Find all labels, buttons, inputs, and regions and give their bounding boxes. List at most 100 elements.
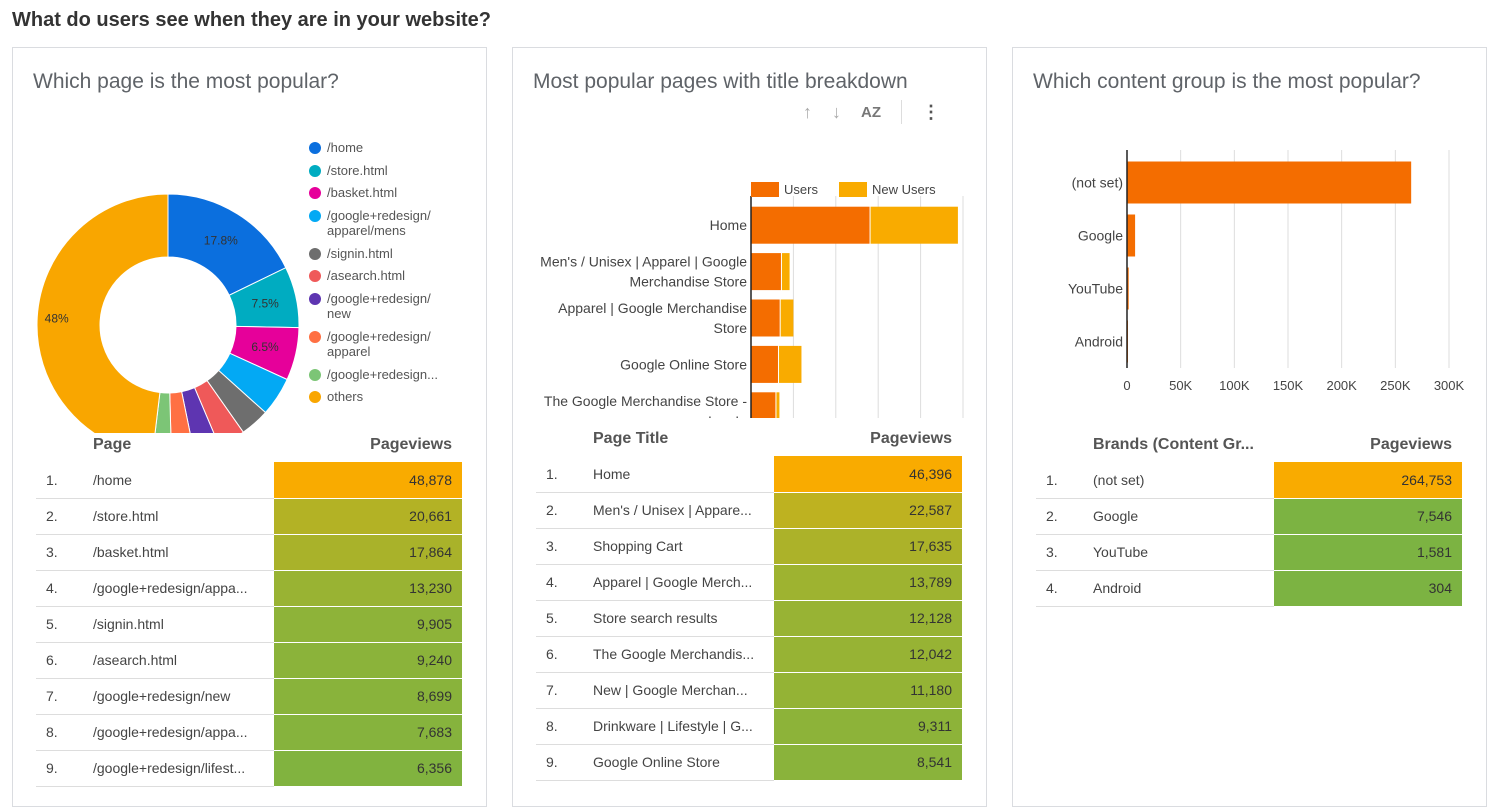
pageviews-table: Page Title Pageviews 1. Home 46,396 2. Men's /… (536, 422, 962, 781)
legend-label: others (327, 389, 364, 405)
row-label: (not set) (1093, 462, 1274, 499)
donut-chart: 17.8% 7.5% 6.5% 48% (36, 193, 300, 433)
table-row[interactable]: 4. Apparel | Google Merch... 13,789 (536, 564, 962, 601)
row-value: 48,878 (274, 462, 462, 499)
bar (1127, 214, 1136, 257)
table-row[interactable]: 1. Home 46,396 (536, 456, 962, 493)
table-row[interactable]: 5./signin.html 9,905 (36, 606, 462, 643)
table-header: Page Title Pageviews (536, 422, 962, 456)
legend-label: /google+redesign/new (327, 291, 431, 322)
column-header[interactable]: Pageviews (370, 436, 452, 453)
sort-descending-icon[interactable]: ↓ (832, 101, 841, 122)
category-label: Men's / Unisex | Apparel | Google (540, 254, 747, 270)
legend-item[interactable]: /asearch.html (309, 268, 438, 283)
table-row[interactable]: 8./google+redesign/appa... 7,683 (36, 714, 462, 751)
row-index: 4. (36, 570, 93, 607)
table-row[interactable]: 6./asearch.html 9,240 (36, 642, 462, 679)
legend-item[interactable]: others (309, 389, 438, 404)
row-index: 7. (36, 678, 93, 715)
row-value: 13,230 (274, 570, 462, 607)
row-label: /store.html (93, 498, 274, 535)
sort-ascending-icon[interactable]: ↑ (803, 101, 812, 122)
legend-label: /signin.html (327, 245, 393, 261)
row-label: Men's / Unisex | Appare... (593, 492, 774, 529)
row-label: Google (1093, 498, 1274, 535)
legend-item[interactable]: /google+redesign... (309, 367, 438, 382)
row-index: 8. (36, 714, 93, 751)
legend-item[interactable]: /home (309, 140, 438, 155)
table-row[interactable]: 3. Shopping Cart 17,635 (536, 528, 962, 565)
row-index: 1. (536, 456, 593, 493)
column-header[interactable]: Brands (Content Gr... (1093, 436, 1254, 453)
table-row[interactable]: 7./google+redesign/new 8,699 (36, 678, 462, 715)
legend-color-swatch (309, 210, 321, 223)
row-label: Drinkware | Lifestyle | G... (593, 708, 774, 745)
row-value: 9,240 (274, 642, 462, 679)
row-value: 6,356 (274, 750, 462, 787)
row-value: 9,311 (774, 708, 962, 745)
page-title: What do users see when they are in your … (12, 9, 492, 31)
column-header[interactable]: Page Title (593, 430, 669, 447)
panel-title-breakdown: Most popular pages with title breakdown … (512, 47, 987, 807)
category-label: Home (710, 217, 748, 233)
bar-segment (781, 253, 790, 291)
legend-color-swatch (309, 142, 321, 154)
row-value: 8,541 (774, 744, 962, 781)
table-row[interactable]: 1. (not set) 264,753 (1036, 462, 1462, 499)
legend-item[interactable]: /signin.html (309, 246, 438, 261)
row-index: 5. (36, 606, 93, 643)
row-index: 4. (536, 564, 593, 601)
more-options-icon[interactable]: ⋮ (922, 101, 940, 122)
row-index: 2. (36, 498, 93, 535)
toolbar-divider (901, 100, 902, 124)
row-value: 17,635 (774, 528, 962, 565)
table-row[interactable]: 8. Drinkware | Lifestyle | G... 9,311 (536, 708, 962, 745)
table-row[interactable]: 4. Android 304 (1036, 570, 1462, 607)
table-header: Page Pageviews (36, 428, 462, 462)
legend-item[interactable]: /google+redesign/apparel/mens (309, 208, 438, 238)
row-value: 46,396 (774, 456, 962, 493)
table-row[interactable]: 1./home 48,878 (36, 462, 462, 499)
legend-item[interactable]: /google+redesign/new (309, 291, 438, 321)
sort-az-icon[interactable]: AZ (861, 103, 881, 121)
bar-segment (780, 299, 794, 337)
legend-item[interactable]: /store.html (309, 163, 438, 178)
bar-segment (751, 206, 870, 244)
category-label: Android (1075, 334, 1123, 350)
table-row[interactable]: 3. YouTube 1,581 (1036, 534, 1462, 571)
legend-label: /home (327, 140, 364, 155)
row-index: 9. (36, 750, 93, 787)
row-index: 2. (1036, 498, 1093, 535)
table-row[interactable]: 3./basket.html 17,864 (36, 534, 462, 571)
column-header[interactable]: Pageviews (870, 430, 952, 447)
legend-item[interactable]: /basket.html (309, 185, 438, 200)
pageviews-table: Page Pageviews 1./home 48,878 2./store.html 2… (36, 428, 462, 787)
legend-swatch (839, 182, 867, 197)
legend-item[interactable]: /google+redesign/apparel (309, 329, 438, 359)
bar-segment (778, 345, 802, 383)
row-label: /signin.html (93, 606, 274, 643)
table-row[interactable]: 2. Google 7,546 (1036, 498, 1462, 535)
legend-label: /google+redesign/apparel (327, 328, 431, 359)
x-tick-label: 250K (1380, 378, 1411, 393)
chart-legend: /home/store.html/basket.html/google+rede… (309, 140, 438, 412)
table-row[interactable]: 6. The Google Merchandis... 12,042 (536, 636, 962, 673)
row-label: Home (593, 456, 774, 493)
table-row[interactable]: 4./google+redesign/appa... 13,230 (36, 570, 462, 607)
column-header[interactable]: Page (93, 436, 132, 453)
table-row[interactable]: 2. Men's / Unisex | Appare... 22,587 (536, 492, 962, 529)
bar-segment (751, 299, 780, 337)
x-tick-label: 200K (1326, 378, 1357, 393)
table-row[interactable]: 9. Google Online Store 8,541 (536, 744, 962, 781)
column-header[interactable]: Pageviews (1370, 436, 1452, 453)
legend-label: /asearch.html (327, 268, 406, 284)
table-row[interactable]: 5. Store search results 12,128 (536, 600, 962, 637)
row-value: 264,753 (1274, 462, 1462, 499)
row-label: /asearch.html (93, 642, 274, 679)
table-row[interactable]: 7. New | Google Merchan... 11,180 (536, 672, 962, 709)
pageviews-table: Brands (Content Gr... Pageviews 1. (not set… (1036, 428, 1462, 607)
table-row[interactable]: 2./store.html 20,661 (36, 498, 462, 535)
row-value: 13,789 (774, 564, 962, 601)
legend-color-swatch (309, 187, 321, 200)
row-index: 3. (536, 528, 593, 565)
